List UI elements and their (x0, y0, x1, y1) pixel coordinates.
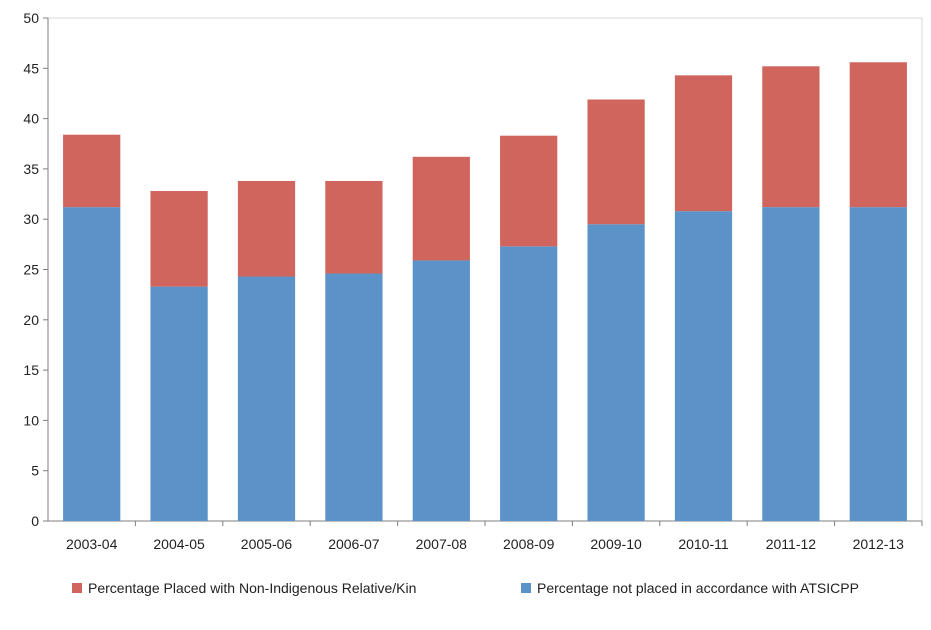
bar-segment-not-in-accordance (674, 211, 733, 522)
y-tick-label: 35 (23, 161, 39, 177)
y-tick-label: 10 (23, 412, 39, 428)
legend-item-not-in-accordance: Percentage not placed in accordance with… (521, 580, 859, 596)
x-tick-label: 2007-08 (416, 536, 468, 552)
y-tick-label: 50 (23, 10, 39, 26)
x-tick-label: 2012-13 (853, 536, 905, 552)
bar-segment-not-in-accordance (325, 273, 383, 521)
x-tick-label: 2003-04 (66, 536, 118, 552)
bar-segment-non-indigenous-kin (237, 180, 296, 277)
bar-segment-non-indigenous-kin (412, 156, 470, 261)
x-tick-label: 2009-10 (590, 536, 642, 552)
y-tick-label: 40 (23, 111, 39, 127)
bar-segment-not-in-accordance (412, 260, 470, 521)
bar-segment-non-indigenous-kin (500, 135, 558, 247)
bar-segment-non-indigenous-kin (849, 62, 907, 208)
chart-legend: Percentage Placed with Non-Indigenous Re… (0, 580, 931, 604)
y-tick-label: 30 (23, 211, 39, 227)
legend-item-non-indigenous-kin: Percentage Placed with Non-Indigenous Re… (72, 580, 416, 596)
bar-segment-non-indigenous-kin (762, 66, 820, 208)
x-tick-label: 2008-09 (503, 536, 555, 552)
bar-segment-non-indigenous-kin (63, 134, 121, 208)
bar-segment-not-in-accordance (63, 207, 121, 522)
y-tick-label: 20 (23, 312, 39, 328)
x-tick-label: 2004-05 (153, 536, 205, 552)
bar-segment-non-indigenous-kin (150, 191, 208, 287)
bar-segment-not-in-accordance (500, 246, 558, 521)
y-tick-label: 0 (31, 513, 39, 529)
bar-segment-not-in-accordance (150, 286, 208, 521)
bar-segment-non-indigenous-kin (325, 180, 383, 274)
y-tick-label: 25 (23, 262, 39, 278)
x-tick-label: 2006-07 (328, 536, 380, 552)
legend-swatch-not-in-accordance (521, 583, 531, 593)
y-tick-label: 45 (23, 60, 39, 76)
x-tick-label: 2005-06 (241, 536, 293, 552)
bar-segment-not-in-accordance (237, 276, 296, 521)
x-tick-label: 2010-11 (678, 536, 729, 552)
bar-segment-non-indigenous-kin (674, 75, 733, 212)
y-tick-label: 15 (23, 362, 39, 378)
bar-segment-not-in-accordance (762, 207, 820, 522)
x-tick-label: 2011-12 (766, 536, 817, 552)
y-tick-label: 5 (31, 463, 39, 479)
legend-label-not-in-accordance: Percentage not placed in accordance with… (537, 580, 859, 596)
legend-label-non-indigenous-kin: Percentage Placed with Non-Indigenous Re… (88, 580, 417, 596)
legend-swatch-non-indigenous-kin (72, 583, 82, 593)
bar-segment-non-indigenous-kin (587, 99, 645, 225)
bar-segment-not-in-accordance (849, 207, 907, 522)
bar-segment-not-in-accordance (587, 224, 645, 522)
